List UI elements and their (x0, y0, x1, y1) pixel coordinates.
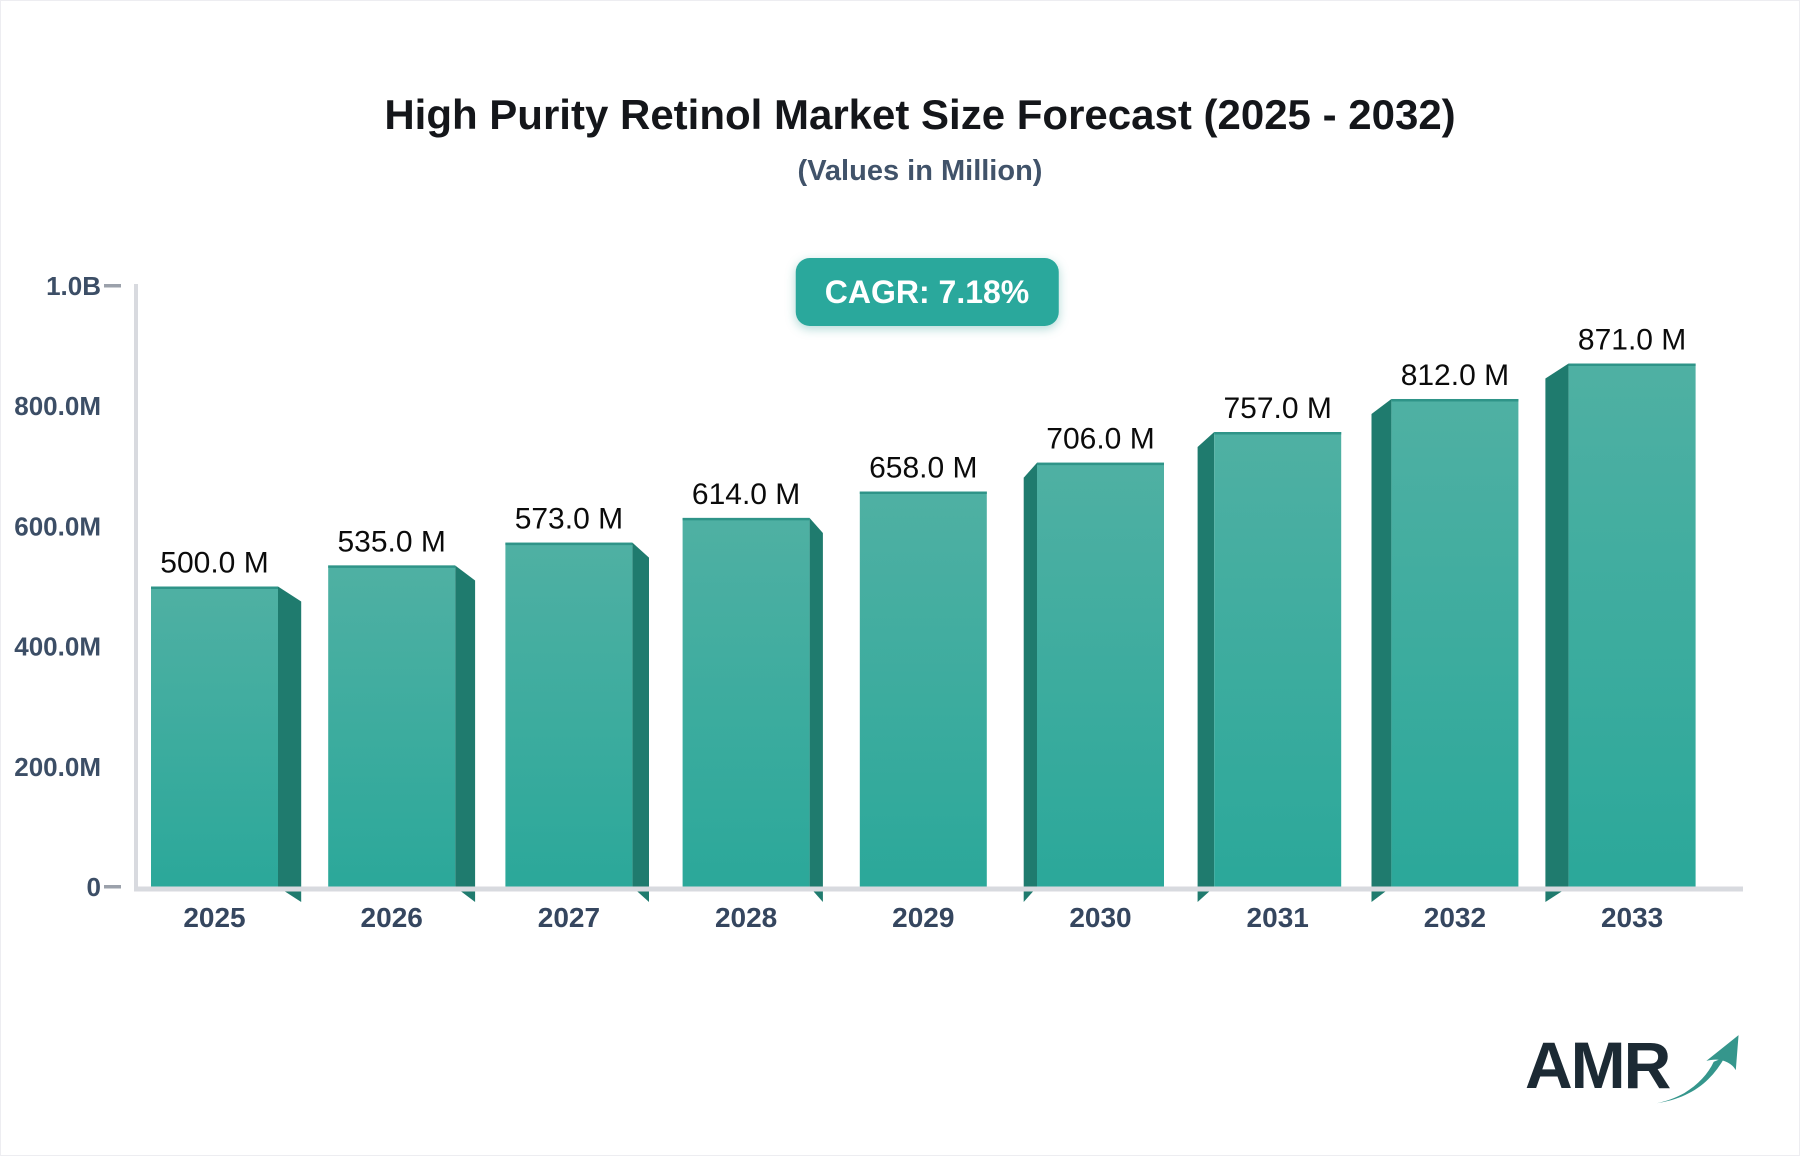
bar-front-face (1391, 398, 1519, 887)
bar-side-face (1197, 432, 1215, 902)
y-axis-label: 400.0M (14, 632, 101, 662)
y-axis-label: 1.0B (46, 271, 101, 301)
x-axis-label: 2033 (1601, 902, 1663, 933)
bar-value-label: 812.0 M (1401, 359, 1509, 392)
amr-logo-text: AMR (1525, 1028, 1671, 1102)
bar-2031 (1197, 431, 1342, 902)
bar-value-label: 535.0 M (337, 525, 445, 558)
y-axis-label: 800.0M (14, 391, 101, 421)
bar-side-face (1023, 462, 1037, 902)
bar-side-face (1371, 398, 1392, 902)
bar-value-label: 573.0 M (515, 503, 623, 536)
bar-front-face (505, 542, 633, 887)
x-axis-label: 2028 (715, 902, 777, 933)
bar-2028 (682, 517, 823, 902)
bar-value-label: 658.0 M (869, 452, 977, 485)
bar-side-face (632, 542, 649, 902)
y-axis-tick (104, 885, 121, 889)
bar-side-face (455, 565, 476, 902)
bar-2029 (859, 491, 987, 887)
bar-2025 (151, 586, 302, 902)
bar-2032 (1371, 398, 1519, 902)
x-axis-label: 2027 (538, 902, 600, 933)
y-axis-tick (104, 284, 121, 288)
x-axis-label: 2029 (892, 902, 954, 933)
chart-title: High Purity Retinol Market Size Forecast… (384, 91, 1456, 138)
bar-front-face (682, 517, 810, 887)
bar-front-face (859, 491, 987, 887)
growth-arrow-icon (1656, 1035, 1739, 1104)
bar-front-face (1037, 462, 1164, 887)
bar-2026 (328, 565, 476, 902)
x-axis-label: 2025 (183, 902, 245, 933)
x-axis-label: 2031 (1247, 902, 1309, 933)
chart-header: High Purity Retinol Market Size Forecast… (41, 91, 1799, 188)
bar-value-label: 871.0 M (1578, 324, 1686, 357)
bar-side-face (809, 517, 823, 902)
bar-front-face (328, 565, 456, 887)
bar-value-label: 500.0 M (160, 547, 268, 580)
bar-2033 (1545, 363, 1696, 902)
y-axis-label: 600.0M (14, 511, 101, 541)
y-axis-label: 0 (87, 872, 101, 902)
bar-value-label: 757.0 M (1223, 392, 1331, 425)
bar-front-face (1568, 363, 1696, 887)
x-axis-label: 2032 (1424, 902, 1486, 933)
bar-front-face (1214, 432, 1342, 887)
bar-value-label: 706.0 M (1046, 423, 1154, 456)
bar-2030 (1023, 462, 1164, 902)
x-axis-label: 2030 (1069, 902, 1131, 933)
x-axis-line (134, 886, 1743, 892)
bar-side-face (1545, 363, 1569, 902)
cagr-badge: CAGR: 7.18% (795, 258, 1059, 326)
bar-front-face (151, 586, 278, 887)
y-axis-label: 200.0M (14, 752, 101, 782)
chart-subtitle: (Values in Million) (797, 155, 1043, 187)
bar-2027 (505, 542, 649, 902)
bar-side-face (278, 586, 302, 902)
x-axis-label: 2026 (361, 902, 423, 933)
bar-value-label: 614.0 M (692, 478, 800, 511)
y-axis-line (134, 284, 138, 889)
amr-logo: AMR (1525, 1027, 1745, 1109)
market-forecast-bar-chart: 0 200.0M 400.0M 600.0M 800.0M 1.0B 500.0 M 2025… (14, 271, 1743, 933)
